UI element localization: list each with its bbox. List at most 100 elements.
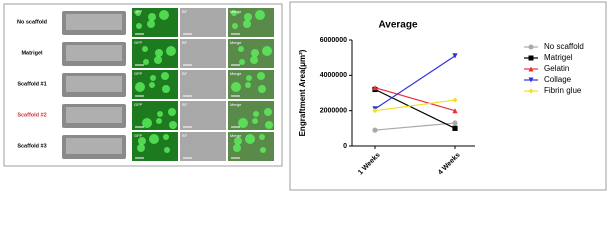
gfp-spot — [259, 134, 265, 140]
micrograph — [180, 132, 226, 161]
row-label: Scaffold #1 — [17, 81, 46, 87]
gfp-spot — [143, 59, 149, 65]
gfp-spot — [238, 118, 248, 128]
gfp-spot — [245, 82, 251, 88]
gfp-spot — [264, 108, 272, 116]
gfp-spot — [154, 56, 162, 64]
micrograph — [180, 101, 226, 130]
gfp-spot — [162, 85, 170, 93]
gfp-spot — [260, 147, 266, 153]
row-label: Scaffold #2 — [17, 112, 46, 118]
gfp-spot — [138, 137, 146, 145]
data-point — [452, 120, 458, 126]
chart-title: Average — [378, 20, 418, 31]
legend-label: Gelatin — [544, 64, 569, 73]
gfp-spot — [169, 121, 177, 129]
column-label: GFP — [134, 102, 143, 107]
gfp-spot — [246, 75, 252, 81]
gfp-spot — [252, 118, 258, 124]
gfp-spot — [243, 20, 251, 28]
series-line — [374, 99, 456, 112]
gfp-spot — [161, 72, 169, 80]
data-point — [372, 85, 378, 91]
y-tick-label: 0 — [343, 143, 347, 150]
column-label: BF — [182, 133, 188, 138]
gfp-spot — [150, 75, 156, 81]
gfp-spot — [255, 10, 265, 20]
row-label: No scaffold — [17, 19, 47, 25]
legend-label: No scaffold — [544, 42, 584, 51]
gfp-spot — [239, 59, 245, 65]
column-label: BF — [182, 40, 188, 45]
column-label: GFP — [134, 40, 143, 45]
column-label: BF — [182, 102, 188, 107]
gfp-spot — [135, 10, 141, 16]
gfp-spot — [142, 118, 152, 128]
gfp-spot — [238, 46, 244, 52]
data-point — [452, 125, 458, 131]
figure: Average Engraftment Area(μm²) No scaffol… — [3, 1, 607, 191]
scaffold-highlight — [66, 138, 122, 154]
gfp-spot — [148, 13, 156, 21]
gfp-spot — [234, 137, 242, 145]
column-label: Merge — [230, 71, 242, 76]
gfp-spot — [233, 144, 241, 152]
gfp-spot — [258, 85, 266, 93]
page: Average Engraftment Area(μm²) No scaffol… — [3, 1, 607, 191]
column-label: Merge — [230, 133, 242, 138]
right-panel — [289, 1, 607, 191]
micrograph — [180, 39, 226, 68]
gfp-spot — [155, 49, 163, 57]
scaffold-highlight — [66, 107, 122, 123]
legend-marker — [528, 44, 534, 50]
gfp-spot — [147, 20, 155, 28]
gfp-spot — [156, 118, 162, 124]
legend-label: Fibrin glue — [544, 86, 582, 95]
data-point — [372, 127, 378, 133]
series-line — [374, 55, 456, 110]
y-tick-label: 6000000 — [320, 37, 347, 44]
legend-marker — [528, 55, 534, 61]
column-label: Merge — [230, 40, 242, 45]
gfp-spot — [245, 134, 255, 144]
row-label: Matrigel — [21, 50, 43, 56]
series-line — [374, 87, 456, 112]
column-label: Merge — [230, 102, 242, 107]
column-label: GFP — [134, 9, 143, 14]
column-label: BF — [182, 9, 188, 14]
y-tick-label: 2000000 — [320, 108, 347, 115]
gfp-spot — [163, 134, 169, 140]
scaffold-highlight — [66, 76, 122, 92]
gfp-spot — [231, 10, 237, 16]
column-label: GFP — [134, 71, 143, 76]
gfp-spot — [265, 121, 273, 129]
gfp-spot — [251, 49, 259, 57]
gfp-spot — [142, 46, 148, 52]
series-line — [374, 122, 456, 131]
gfp-spot — [253, 111, 259, 117]
y-tick-label: 4000000 — [320, 72, 347, 79]
gfp-spot — [244, 13, 252, 21]
gfp-spot — [135, 82, 145, 92]
row-label: Scaffold #3 — [17, 143, 46, 149]
gfp-spot — [250, 56, 258, 64]
gfp-spot — [157, 111, 163, 117]
data-point — [452, 97, 458, 103]
y-axis-label: Engraftment Area(μm²) — [298, 49, 307, 136]
legend-marker — [528, 66, 534, 72]
gfp-spot — [149, 82, 155, 88]
column-label: BF — [182, 71, 188, 76]
data-point — [372, 108, 378, 114]
legend-marker — [528, 77, 534, 83]
column-label: Merge — [230, 9, 242, 14]
legend-marker — [528, 88, 534, 94]
gfp-spot — [137, 144, 145, 152]
gfp-spot — [166, 46, 176, 56]
data-point — [452, 108, 458, 114]
series-line — [374, 88, 456, 129]
gfp-spot — [136, 23, 142, 29]
column-label: GFP — [134, 133, 143, 138]
scaffold-highlight — [66, 45, 122, 61]
gfp-spot — [149, 134, 159, 144]
gfp-spot — [232, 23, 238, 29]
